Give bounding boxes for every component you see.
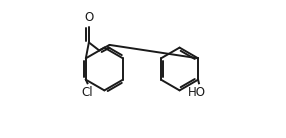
- Text: HO: HO: [187, 86, 205, 99]
- Text: O: O: [84, 11, 94, 24]
- Text: Cl: Cl: [82, 86, 93, 99]
